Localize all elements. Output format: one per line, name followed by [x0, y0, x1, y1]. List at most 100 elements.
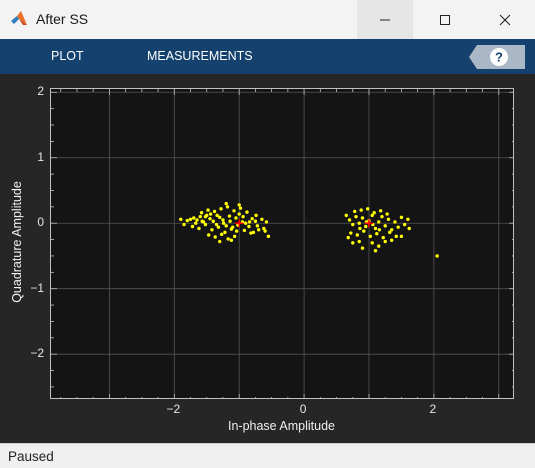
data-point	[386, 217, 391, 221]
data-point	[197, 226, 201, 231]
y-tick-label: 1	[37, 149, 44, 164]
window-title: After SS	[36, 11, 89, 27]
plot-area: 2 1 0 −1 −2 −2 0 2 Quadrature Amplitude In-pha…	[0, 74, 535, 443]
data-point	[238, 206, 243, 210]
data-point	[360, 216, 365, 220]
close-button[interactable]	[477, 0, 533, 39]
data-point	[394, 234, 398, 239]
data-point	[203, 222, 208, 227]
data-point	[353, 209, 357, 214]
matlab-logo-icon	[11, 11, 27, 25]
data-point	[357, 239, 361, 244]
constellation-axes[interactable]	[50, 88, 514, 399]
data-point	[213, 235, 217, 239]
data-point	[234, 229, 239, 233]
data-point	[225, 205, 230, 209]
help-icon	[490, 48, 508, 66]
help-button[interactable]: ?	[469, 45, 525, 69]
data-point	[229, 227, 234, 231]
data-point	[358, 226, 362, 231]
data-point	[263, 229, 267, 233]
data-point	[221, 218, 225, 222]
minimize-icon	[380, 19, 390, 20]
data-point	[375, 231, 379, 236]
data-point	[206, 233, 211, 237]
data-point	[357, 221, 361, 225]
data-point	[242, 228, 247, 233]
data-point	[253, 219, 258, 223]
data-point	[435, 254, 439, 258]
data-point	[399, 234, 404, 239]
data-point	[228, 219, 232, 223]
data-point	[372, 211, 376, 215]
tab-measurements[interactable]: MEASUREMENTS	[147, 49, 253, 63]
data-point	[349, 231, 353, 235]
y-axis-label: Quadrature Amplitude	[10, 181, 24, 303]
data-point	[368, 234, 372, 239]
data-point	[219, 207, 223, 211]
data-point	[214, 222, 219, 227]
data-point	[198, 214, 202, 219]
data-point	[377, 244, 381, 248]
tab-plot[interactable]: PLOT	[51, 49, 84, 63]
data-point	[383, 239, 387, 244]
data-point	[389, 238, 394, 242]
data-point	[364, 224, 368, 229]
data-point	[266, 234, 271, 239]
x-axis-label-wrap: In-phase Amplitude	[0, 419, 535, 433]
data-point	[218, 239, 222, 244]
data-point	[212, 209, 217, 214]
data-point	[260, 217, 264, 221]
data-point	[195, 218, 199, 222]
maximize-icon	[440, 14, 450, 25]
x-tick-label: 2	[429, 402, 437, 416]
data-point	[346, 235, 350, 240]
y-tick-label: −2	[30, 346, 44, 361]
data-point	[219, 232, 224, 237]
close-icon	[499, 14, 511, 25]
data-point	[377, 228, 382, 232]
data-point	[251, 230, 256, 235]
data-point	[362, 229, 366, 233]
maximize-button[interactable]	[417, 0, 473, 39]
data-point	[211, 219, 215, 223]
data-point	[190, 224, 195, 229]
data-point	[370, 241, 374, 245]
data-point	[192, 216, 196, 220]
data-point	[377, 220, 381, 224]
data-point	[237, 212, 241, 216]
data-point	[347, 218, 352, 222]
data-point	[188, 217, 193, 221]
y-tick-label: 0	[37, 215, 44, 230]
data-point	[256, 228, 261, 232]
data-point	[249, 231, 253, 235]
data-point	[393, 220, 397, 224]
data-point	[247, 224, 251, 229]
data-point	[224, 224, 228, 228]
title-bar: After SS	[0, 0, 535, 39]
minimize-button[interactable]	[357, 0, 413, 39]
data-point	[373, 249, 378, 253]
data-point	[378, 209, 383, 213]
data-point	[402, 222, 407, 227]
data-point	[194, 221, 198, 225]
data-point	[255, 224, 260, 228]
data-point	[221, 221, 226, 225]
data-point	[229, 238, 234, 242]
y-tick-label: −1	[30, 280, 44, 295]
data-point	[215, 213, 219, 218]
data-point	[185, 218, 189, 223]
data-point	[406, 217, 410, 221]
data-point	[399, 215, 404, 220]
data-point	[383, 224, 387, 228]
data-point	[388, 230, 392, 235]
x-axis-label: In-phase Amplitude	[227, 419, 335, 433]
data-point	[385, 212, 389, 216]
data-point	[381, 235, 385, 240]
data-point	[254, 213, 258, 218]
data-point	[208, 216, 212, 221]
data-point	[224, 201, 228, 206]
data-point	[234, 216, 238, 220]
svg-text:?: ?	[495, 50, 503, 65]
data-point	[208, 212, 213, 216]
